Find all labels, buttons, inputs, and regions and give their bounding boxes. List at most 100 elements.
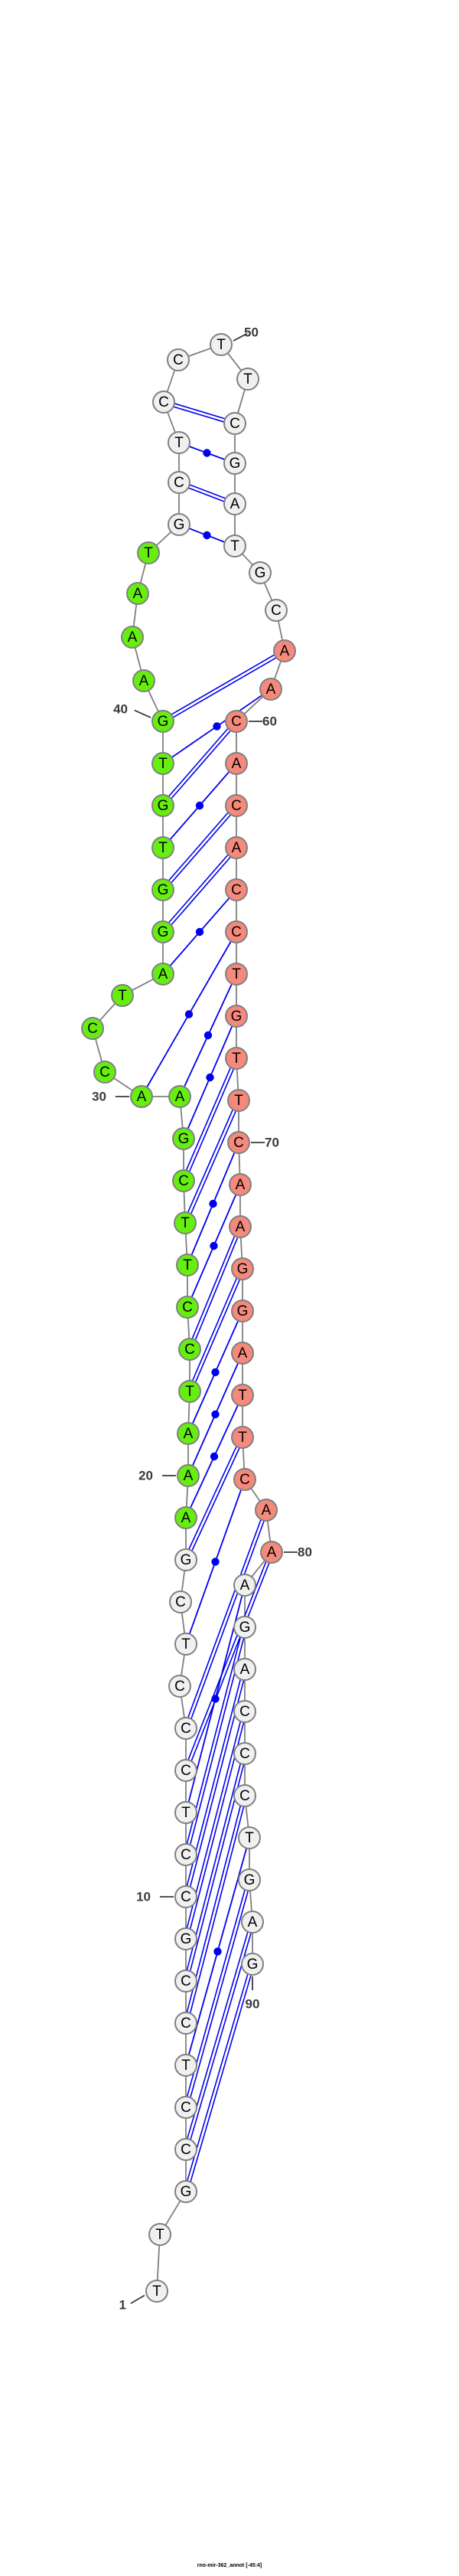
nucleotide-circle[interactable] xyxy=(151,794,174,817)
nucleotide-circle[interactable] xyxy=(151,836,174,859)
nucleotide-node[interactable]: A xyxy=(126,582,149,605)
nucleotide-node[interactable]: C xyxy=(172,1169,195,1192)
nucleotide-circle[interactable] xyxy=(227,1131,250,1154)
nucleotide-node[interactable]: T xyxy=(174,1633,197,1656)
nucleotide-circle[interactable] xyxy=(225,1047,248,1070)
nucleotide-circle[interactable] xyxy=(178,1380,201,1403)
nucleotide-node[interactable]: A xyxy=(168,1085,191,1108)
nucleotide-node[interactable]: T xyxy=(231,1426,254,1449)
nucleotide-node[interactable]: C xyxy=(152,391,175,414)
nucleotide-circle[interactable] xyxy=(151,963,174,986)
nucleotide-circle[interactable] xyxy=(172,1169,195,1192)
nucleotide-node[interactable]: T xyxy=(210,333,233,356)
nucleotide-circle[interactable] xyxy=(151,710,174,733)
nucleotide-circle[interactable] xyxy=(223,412,246,435)
nucleotide-node[interactable]: C xyxy=(265,599,288,622)
nucleotide-circle[interactable] xyxy=(231,1426,254,1449)
nucleotide-node[interactable]: A xyxy=(121,626,144,649)
nucleotide-node[interactable]: T xyxy=(145,2280,168,2303)
nucleotide-circle[interactable] xyxy=(81,1017,104,1040)
nucleotide-node[interactable]: C xyxy=(93,1061,116,1084)
nucleotide-circle[interactable] xyxy=(176,1296,199,1319)
nucleotide-node[interactable]: C xyxy=(176,1296,199,1319)
nucleotide-node[interactable]: C xyxy=(174,1759,197,1782)
nucleotide-circle[interactable] xyxy=(233,1468,256,1491)
nucleotide-circle[interactable] xyxy=(174,2054,197,2077)
nucleotide-circle[interactable] xyxy=(174,1506,197,1529)
nucleotide-node[interactable]: A xyxy=(229,1215,252,1238)
nucleotide-node[interactable]: G xyxy=(233,1616,256,1639)
nucleotide-node[interactable]: A xyxy=(174,1506,197,1529)
nucleotide-node[interactable]: C xyxy=(225,920,248,943)
nucleotide-circle[interactable] xyxy=(225,710,248,733)
nucleotide-node[interactable]: A xyxy=(273,639,296,662)
nucleotide-circle[interactable] xyxy=(210,333,233,356)
nucleotide-node[interactable]: C xyxy=(225,710,248,733)
nucleotide-circle[interactable] xyxy=(174,1633,197,1656)
nucleotide-circle[interactable] xyxy=(174,1843,197,1866)
nucleotide-circle[interactable] xyxy=(233,1700,256,1723)
nucleotide-circle[interactable] xyxy=(241,1953,264,1976)
nucleotide-circle[interactable] xyxy=(178,1338,201,1361)
nucleotide-node[interactable]: G xyxy=(231,1257,254,1280)
nucleotide-circle[interactable] xyxy=(177,1464,200,1487)
nucleotide-node[interactable]: T xyxy=(225,1047,248,1070)
nucleotide-circle[interactable] xyxy=(174,1927,197,1950)
nucleotide-node[interactable]: A xyxy=(151,963,174,986)
nucleotide-node[interactable]: A xyxy=(225,752,248,775)
nucleotide-circle[interactable] xyxy=(273,639,296,662)
nucleotide-node[interactable]: A xyxy=(233,1658,256,1681)
nucleotide-circle[interactable] xyxy=(225,963,248,986)
nucleotide-node[interactable]: A xyxy=(225,836,248,859)
nucleotide-circle[interactable] xyxy=(172,1127,195,1150)
nucleotide-node[interactable]: C xyxy=(174,2012,197,2035)
nucleotide-node[interactable]: G xyxy=(225,1005,248,1028)
nucleotide-circle[interactable] xyxy=(167,348,190,371)
nucleotide-node[interactable]: G xyxy=(174,1927,197,1950)
nucleotide-node[interactable]: G xyxy=(238,1868,261,1891)
nucleotide-node[interactable]: C xyxy=(233,1784,256,1807)
nucleotide-node[interactable]: T xyxy=(174,1211,197,1234)
nucleotide-node[interactable]: C xyxy=(174,1970,197,1992)
nucleotide-circle[interactable] xyxy=(231,1299,254,1322)
nucleotide-circle[interactable] xyxy=(174,1970,197,1992)
nucleotide-node[interactable]: A xyxy=(231,1342,254,1365)
nucleotide-circle[interactable] xyxy=(227,1089,250,1112)
nucleotide-circle[interactable] xyxy=(265,599,288,622)
nucleotide-node[interactable]: G xyxy=(172,1127,195,1150)
nucleotide-circle[interactable] xyxy=(233,1742,256,1765)
nucleotide-circle[interactable] xyxy=(225,1005,248,1028)
nucleotide-node[interactable]: C xyxy=(81,1017,104,1040)
nucleotide-circle[interactable] xyxy=(241,1911,264,1934)
nucleotide-node[interactable]: C xyxy=(174,1885,197,1908)
nucleotide-node[interactable]: G xyxy=(151,794,174,817)
nucleotide-circle[interactable] xyxy=(231,1384,254,1407)
nucleotide-circle[interactable] xyxy=(168,1675,191,1698)
nucleotide-circle[interactable] xyxy=(121,626,144,649)
nucleotide-node[interactable]: G xyxy=(241,1953,264,1976)
nucleotide-node[interactable]: T xyxy=(176,1254,199,1277)
nucleotide-circle[interactable] xyxy=(174,1801,197,1824)
nucleotide-node[interactable]: A xyxy=(259,678,282,701)
nucleotide-node[interactable]: A xyxy=(130,1085,153,1108)
nucleotide-node[interactable]: C xyxy=(227,1131,250,1154)
nucleotide-node[interactable]: T xyxy=(236,368,259,391)
nucleotide-circle[interactable] xyxy=(223,452,246,475)
nucleotide-node[interactable]: A xyxy=(177,1422,200,1445)
nucleotide-circle[interactable] xyxy=(168,431,190,454)
nucleotide-circle[interactable] xyxy=(225,878,248,901)
nucleotide-node[interactable]: C xyxy=(167,348,190,371)
nucleotide-node[interactable]: A xyxy=(177,1464,200,1487)
nucleotide-circle[interactable] xyxy=(152,391,175,414)
nucleotide-node[interactable]: C xyxy=(174,1843,197,1866)
nucleotide-circle[interactable] xyxy=(249,561,272,584)
nucleotide-node[interactable]: T xyxy=(137,541,160,564)
nucleotide-circle[interactable] xyxy=(233,1784,256,1807)
nucleotide-circle[interactable] xyxy=(93,1061,116,1084)
nucleotide-node[interactable]: T xyxy=(223,534,246,557)
nucleotide-circle[interactable] xyxy=(176,1254,199,1277)
nucleotide-circle[interactable] xyxy=(168,471,190,494)
nucleotide-node[interactable]: T xyxy=(225,963,248,986)
nucleotide-circle[interactable] xyxy=(174,2180,197,2203)
nucleotide-node[interactable]: A xyxy=(223,492,246,515)
